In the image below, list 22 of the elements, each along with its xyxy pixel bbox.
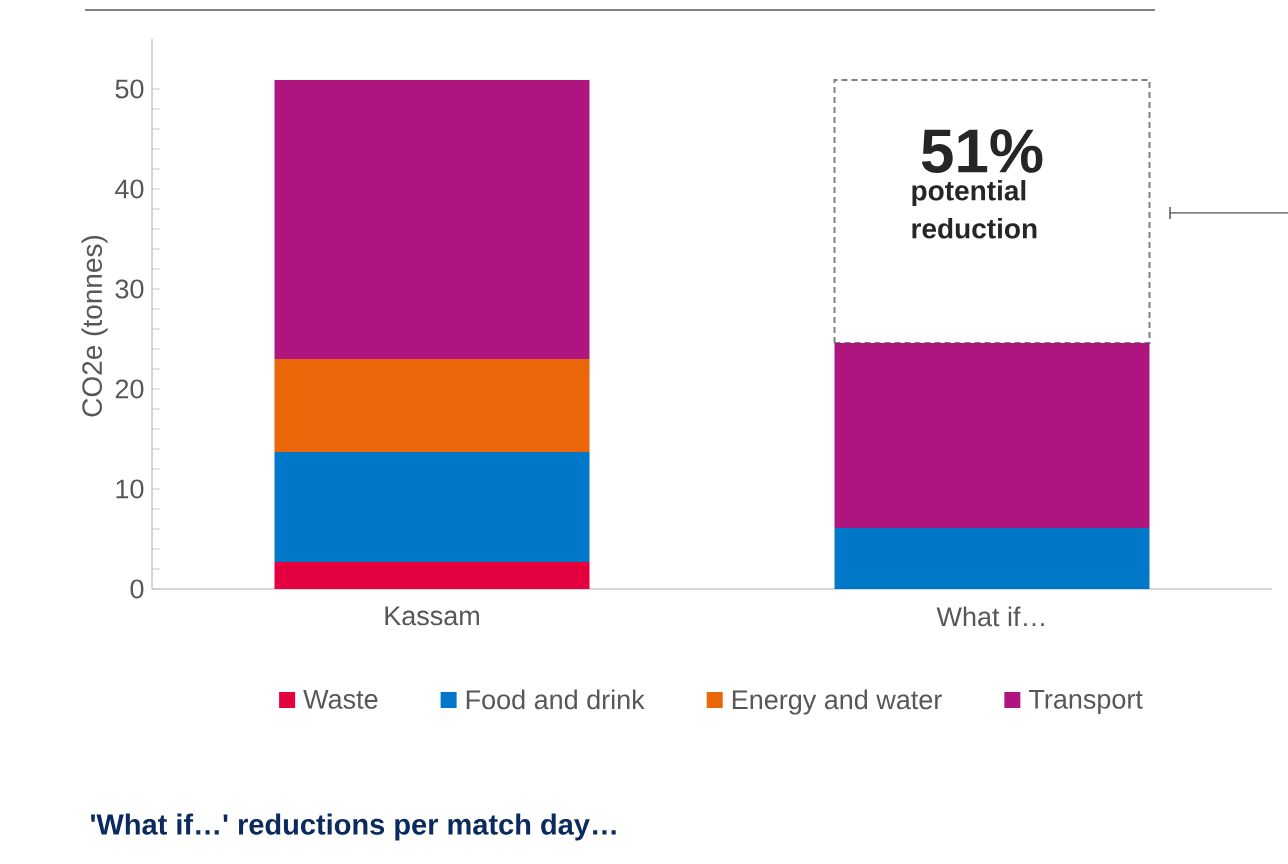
y-tick-label: 50: [115, 79, 144, 99]
y-tick-label: 10: [116, 479, 144, 499]
y-tick-label: 40: [115, 179, 144, 199]
y-tick-label: 0: [130, 579, 144, 599]
y-axis-title: CO2e (tonnes): [81, 235, 108, 417]
bar: [274, 451, 590, 562]
bar: [834, 527, 1150, 589]
bar: [274, 358, 590, 452]
x-tick-label: What if…: [936, 606, 1044, 627]
bar: [834, 342, 1150, 528]
annotation: potential reduction: [912, 180, 1037, 239]
bar: [274, 561, 590, 589]
y-tick-label: 30: [115, 279, 144, 299]
text: 'What if…' reductions per match day…: [91, 813, 616, 841]
legend-label: Energy and water: [732, 689, 942, 715]
x-tick-label: Kassam: [385, 606, 479, 626]
bar: [274, 79, 590, 359]
legend-label: Transport: [1028, 689, 1143, 715]
y-tick-label: 20: [115, 379, 144, 399]
legend-label: Waste: [303, 689, 378, 709]
legend-label: Food and drink: [466, 689, 645, 710]
annotation: 51%: [921, 129, 1043, 173]
